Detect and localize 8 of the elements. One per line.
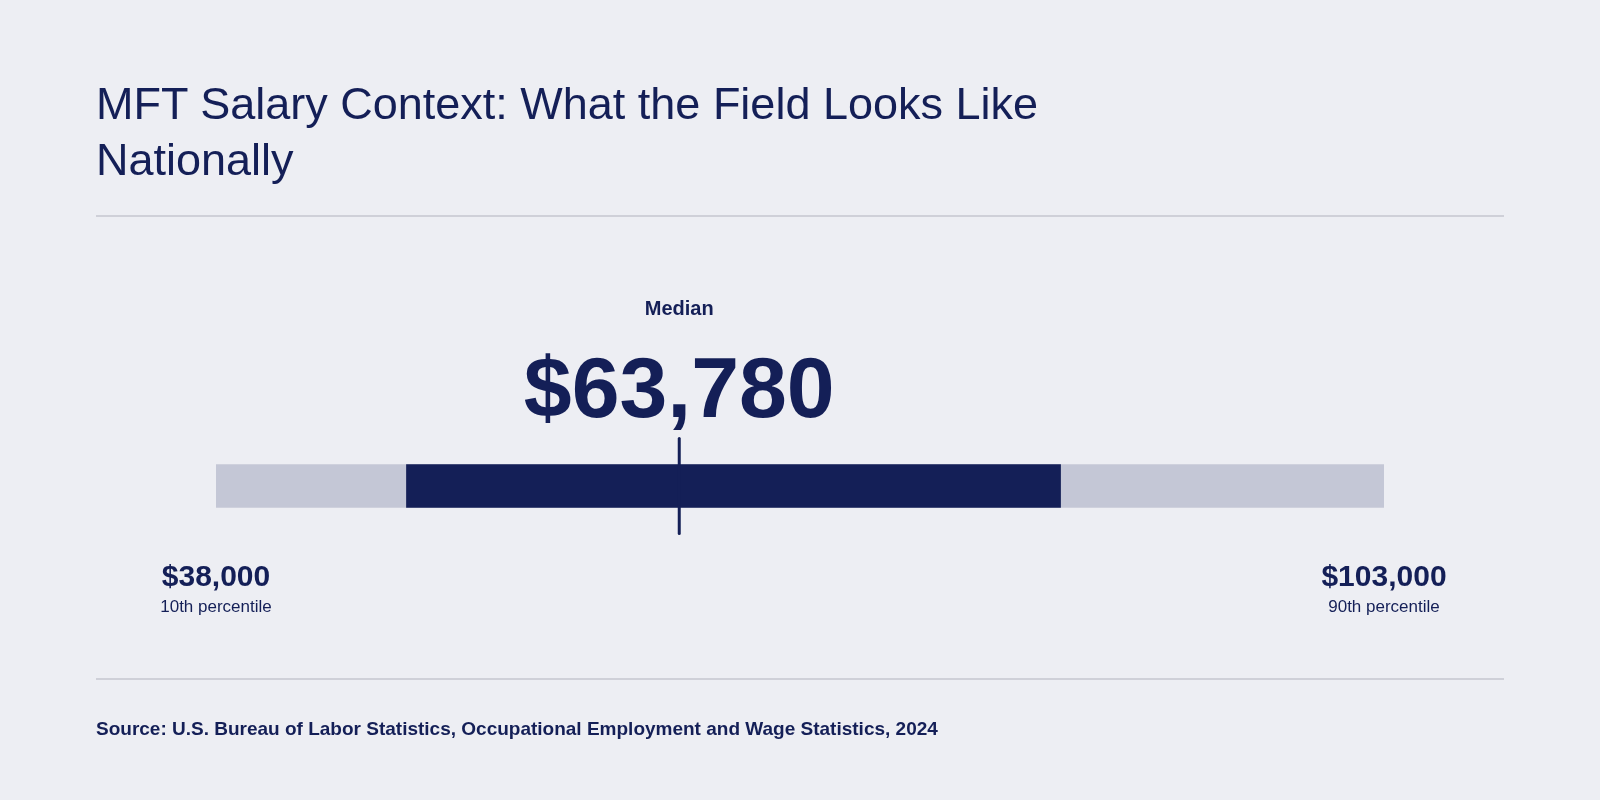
text: Median [644, 296, 714, 319]
chart-title: MFT Salary Context: What the Field Looks Like Nationally [96, 77, 1040, 187]
source-note: Source: U.S. Bureau of Labor Statistics, Occupational Employment and Wage Statistics, 2024 [96, 718, 938, 740]
text: 10th percentile [160, 596, 272, 616]
x-tick-label: $38,000 [161, 559, 271, 593]
ref-line-label: $63,780 [523, 338, 835, 435]
x-tick-label: $103,000 [1321, 559, 1447, 593]
text: 90th percentile [1328, 596, 1440, 616]
